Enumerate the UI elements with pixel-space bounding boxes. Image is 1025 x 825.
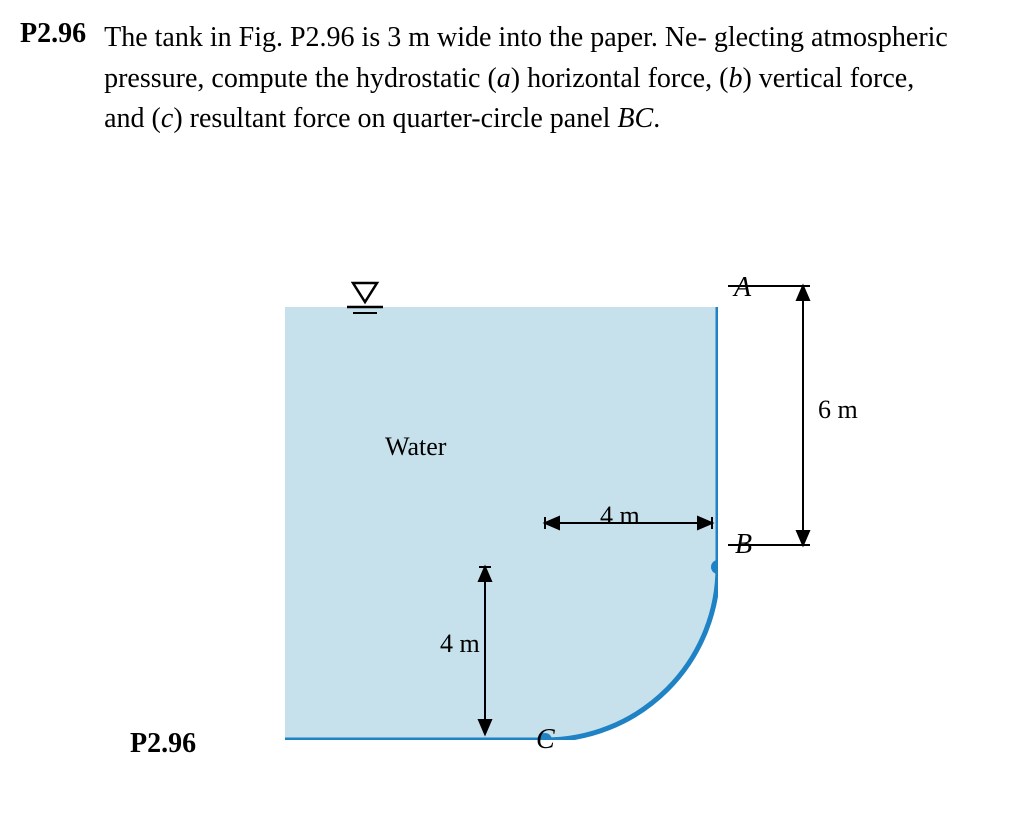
problem-text-5: ) resultant force on quarter-circle pane… bbox=[173, 103, 617, 134]
dim-height-AB: 6 m bbox=[818, 395, 858, 425]
problem-number: P2.96 bbox=[20, 18, 86, 50]
point-C: C bbox=[536, 724, 555, 756]
figure: P2.96 Water bbox=[285, 280, 905, 780]
point-B: B bbox=[735, 529, 752, 561]
dim-radius-vertical: 4 m bbox=[440, 629, 480, 659]
problem-text: The tank in Fig. P2.96 is 3 m wide into … bbox=[104, 18, 954, 140]
part-b: b bbox=[728, 63, 742, 94]
figure-label: P2.96 bbox=[130, 728, 196, 760]
water-region: Water bbox=[285, 307, 718, 740]
problem-text-3: ) horizontal force, ( bbox=[511, 63, 729, 94]
part-a: a bbox=[497, 63, 511, 94]
tank-panel-svg bbox=[285, 307, 718, 740]
dim-radius-horizontal: 4 m bbox=[600, 501, 640, 531]
point-A: A bbox=[734, 272, 751, 304]
problem-text-6: . bbox=[653, 103, 660, 134]
panel-bc: BC bbox=[617, 103, 653, 134]
problem-text-1: The tank in Fig. P2.96 is 3 m wide into … bbox=[104, 22, 707, 53]
part-c: c bbox=[161, 103, 173, 134]
